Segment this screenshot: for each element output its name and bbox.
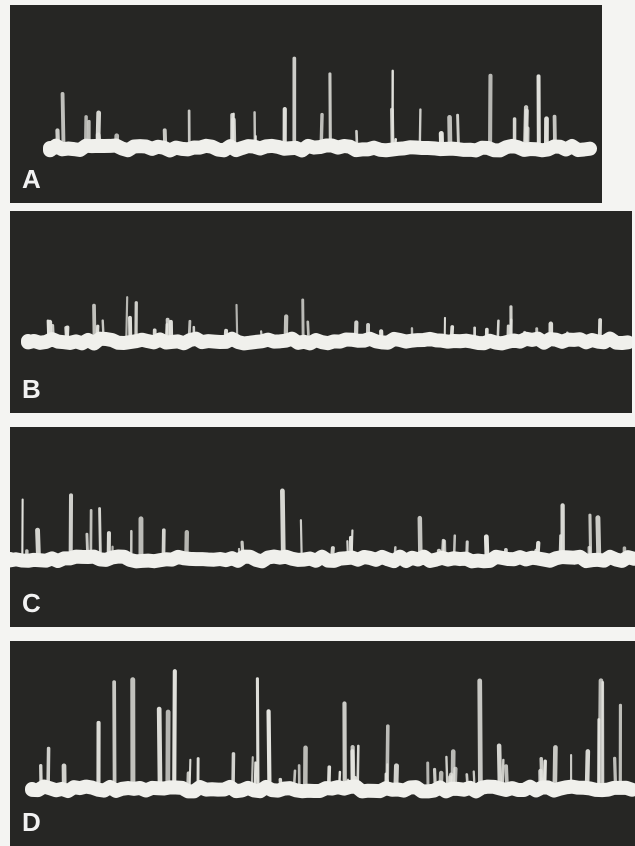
spike [255,677,260,791]
baseline [43,138,597,158]
trace [43,56,597,158]
trace-panel: C [10,427,635,627]
spike [595,515,602,562]
trace-panel: B [10,211,632,413]
spike [98,507,102,561]
spike [389,107,395,150]
baseline [21,331,632,351]
spike [385,724,390,791]
spike [597,678,604,792]
panel-label: A [22,164,41,194]
baseline [10,549,635,569]
spike [60,91,66,150]
panel-label: D [22,807,41,837]
baseline [25,779,635,799]
spike [552,745,558,792]
trace [10,488,635,569]
panel-label: C [22,588,41,618]
spike [188,758,192,791]
panel-label: B [22,374,41,404]
spike [156,706,163,792]
spike [266,709,272,792]
trace-panel: D [10,641,635,846]
spike [477,678,483,792]
spike [172,669,177,792]
trace-panel: A [10,5,602,203]
trace [25,669,635,799]
spike [280,488,286,562]
spike [299,519,303,561]
spike [125,296,129,343]
trace [21,296,632,351]
